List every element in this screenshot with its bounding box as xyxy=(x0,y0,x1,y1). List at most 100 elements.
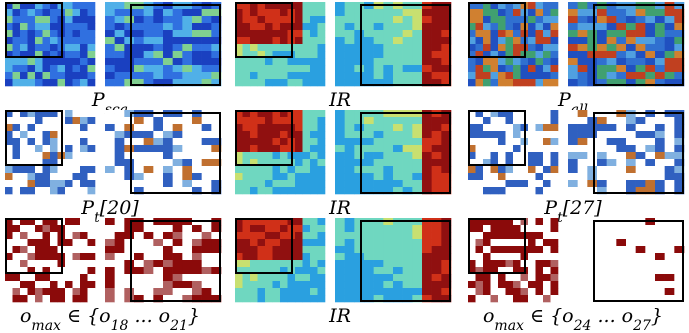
heatmap-cell xyxy=(674,124,685,132)
heatmap-cell xyxy=(587,173,598,181)
heatmap-cell xyxy=(635,131,646,139)
heatmap-cell xyxy=(42,295,51,303)
heatmap-cell xyxy=(635,152,646,160)
heatmap-cell xyxy=(441,274,452,282)
heatmap-cell xyxy=(513,239,521,247)
heatmap-cell xyxy=(468,225,476,233)
heatmap-cell xyxy=(393,180,403,188)
caption: Pt[20] xyxy=(80,197,139,226)
heatmap-cell xyxy=(20,152,28,160)
heatmap-cell xyxy=(12,239,21,247)
heatmap-cell xyxy=(550,180,559,188)
heatmap-cell xyxy=(505,218,514,226)
heatmap-cell xyxy=(280,281,288,289)
heatmap-cell xyxy=(272,117,281,125)
heatmap-cell xyxy=(242,131,251,139)
heatmap-cell xyxy=(317,180,326,188)
heatmap-cell xyxy=(280,37,288,45)
heatmap-cell xyxy=(393,159,403,167)
heatmap-cell xyxy=(431,152,442,160)
heatmap-cell xyxy=(373,295,384,303)
heatmap-cell xyxy=(616,152,627,160)
heatmap-cell xyxy=(105,79,115,87)
heatmap-cell xyxy=(280,65,288,73)
heatmap-cell xyxy=(153,159,164,167)
heatmap-cell xyxy=(475,79,484,87)
heatmap-cell xyxy=(383,225,394,233)
zoom-box xyxy=(593,4,684,86)
heatmap-cell xyxy=(143,16,154,24)
heatmap-cell xyxy=(513,58,521,66)
heatmap-cell xyxy=(483,117,491,125)
heatmap-cell xyxy=(65,44,73,52)
heatmap-cell xyxy=(280,225,288,233)
heatmap-cell xyxy=(12,232,21,240)
heatmap-cell xyxy=(422,260,432,268)
heatmap-cell xyxy=(483,124,491,132)
heatmap-cell xyxy=(272,218,281,226)
heatmap-cell xyxy=(543,246,551,254)
heatmap-cell xyxy=(664,239,675,247)
heatmap-cell xyxy=(182,288,193,296)
heatmap-cell xyxy=(490,44,499,52)
caption-part: IR xyxy=(328,89,351,111)
heatmap-cell xyxy=(287,187,296,195)
heatmap-cell xyxy=(543,281,551,289)
heatmap-cell xyxy=(20,246,28,254)
heatmap-cell xyxy=(250,117,258,125)
heatmap-cell xyxy=(513,23,521,31)
heatmap-cell xyxy=(550,117,559,125)
heatmap-cell xyxy=(577,131,588,139)
heatmap-cell xyxy=(335,180,345,188)
heatmap-cell xyxy=(393,72,403,80)
heatmap-cell xyxy=(543,58,551,66)
heatmap-cell xyxy=(441,131,452,139)
heatmap-cell xyxy=(235,145,243,153)
heatmap-cell xyxy=(295,44,303,52)
heatmap-cell xyxy=(192,173,202,181)
heatmap-cell xyxy=(441,239,452,247)
heatmap-cell xyxy=(27,260,36,268)
heatmap-cell xyxy=(490,246,499,254)
heatmap-cell xyxy=(402,79,413,87)
heatmap-cell xyxy=(124,65,135,73)
heatmap-cell xyxy=(143,166,154,174)
heatmap-cell xyxy=(12,124,21,132)
heatmap-cell xyxy=(543,267,551,275)
heatmap-cell xyxy=(655,72,665,80)
heatmap-cell xyxy=(383,173,394,181)
heatmap-cell xyxy=(498,79,506,87)
heatmap-cell xyxy=(568,51,578,59)
heatmap-cell xyxy=(105,166,115,174)
heatmap-cell xyxy=(568,295,578,303)
heatmap-cell xyxy=(27,232,36,240)
heatmap-cell xyxy=(373,225,384,233)
heatmap-cell xyxy=(182,23,193,31)
heatmap-cell xyxy=(87,246,96,254)
heatmap-cell xyxy=(317,267,326,275)
heatmap-cell xyxy=(5,159,13,167)
heatmap-cell xyxy=(535,16,544,24)
zoom-box xyxy=(235,2,293,58)
heatmap-cell xyxy=(235,51,243,59)
heatmap-image xyxy=(105,2,222,87)
heatmap-cell xyxy=(80,152,88,160)
heatmap-cell xyxy=(587,267,598,275)
heatmap-cell xyxy=(364,37,374,45)
heatmap-cell xyxy=(5,16,13,24)
heatmap-cell xyxy=(272,131,281,139)
heatmap-cell xyxy=(265,117,273,125)
heatmap-cell xyxy=(57,173,66,181)
heatmap-cell xyxy=(295,30,303,38)
heatmap-cell xyxy=(616,124,627,132)
heatmap-cell xyxy=(483,16,491,24)
heatmap-cell xyxy=(412,117,423,125)
heatmap-cell xyxy=(373,267,384,275)
heatmap-cell xyxy=(431,274,442,282)
heatmap-cell xyxy=(645,58,656,66)
heatmap-cell xyxy=(80,16,88,24)
heatmap-cell xyxy=(143,51,154,59)
heatmap-cell xyxy=(383,260,394,268)
heatmap-cell xyxy=(12,2,21,10)
heatmap-cell xyxy=(20,173,28,181)
